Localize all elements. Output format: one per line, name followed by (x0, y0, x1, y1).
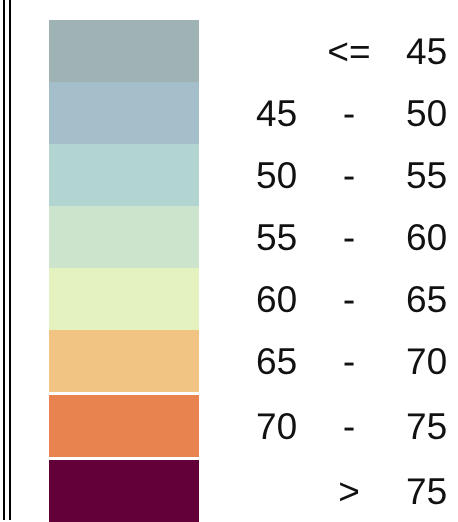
legend-low-value: 55 (256, 216, 298, 258)
legend-swatch (49, 144, 199, 206)
legend-separator: <= (327, 30, 371, 72)
legend-high-value: 60 (406, 216, 448, 258)
legend-swatch (49, 268, 199, 330)
legend-separator: - (342, 278, 356, 320)
legend-low-value (256, 20, 316, 82)
legend-low-value (256, 460, 316, 522)
legend-separator: > (338, 470, 360, 512)
legend-swatch (49, 395, 199, 457)
legend-low-value: 65 (256, 340, 298, 382)
legend-swatch (49, 206, 199, 268)
legend-row-8: > 75 (0, 460, 458, 522)
legend-separator: - (342, 405, 356, 447)
legend-row-4: 55 - 60 (0, 206, 458, 268)
frame-border-inner (9, 0, 11, 520)
legend-separator: - (342, 154, 356, 196)
legend-low-value: 60 (256, 278, 298, 320)
legend-low-value: 50 (256, 154, 298, 196)
legend-low-value: 45 (256, 92, 298, 134)
legend-high-value: 75 (406, 405, 448, 447)
legend-separator: - (342, 92, 356, 134)
legend-row-3: 50 - 55 (0, 144, 458, 206)
legend-separator: - (342, 216, 356, 258)
legend-swatch (49, 460, 199, 522)
legend-swatch (49, 330, 199, 392)
legend-row-1: <= 45 (0, 20, 458, 82)
legend-separator: - (342, 340, 356, 382)
legend-swatch (49, 82, 199, 144)
legend-high-value: 55 (406, 154, 448, 196)
legend-high-value: 65 (406, 278, 448, 320)
legend-high-value: 50 (406, 92, 448, 134)
legend-low-value: 70 (256, 405, 298, 447)
legend-row-6: 65 - 70 (0, 330, 458, 392)
frame-border-outer (3, 0, 5, 520)
legend-row-7: 70 - 75 (0, 395, 458, 457)
legend-row-5: 60 - 65 (0, 268, 458, 330)
legend-row-2: 45 - 50 (0, 82, 458, 144)
legend-swatch (49, 20, 199, 82)
legend-high-value: 75 (406, 470, 448, 512)
legend-high-value: 70 (406, 340, 448, 382)
legend-high-value: 45 (406, 30, 448, 72)
